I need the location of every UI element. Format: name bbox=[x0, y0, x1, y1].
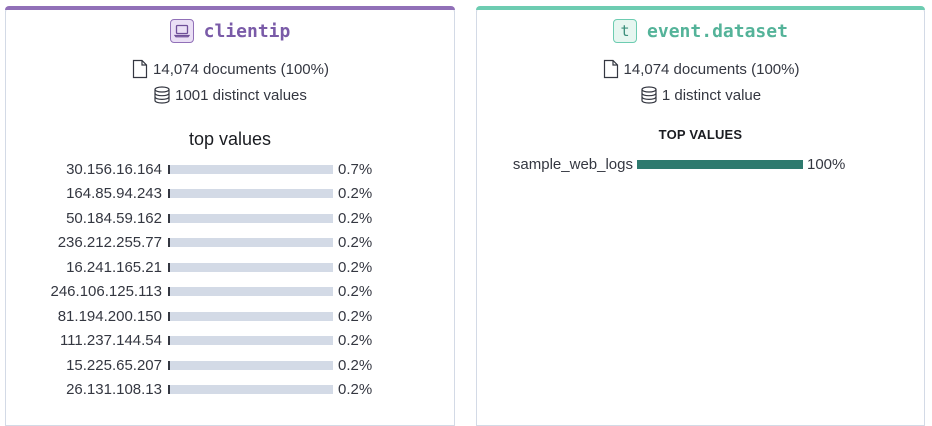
database-icon bbox=[641, 86, 657, 104]
top-value-percent: 0.7% bbox=[338, 160, 373, 178]
top-value-percent: 0.2% bbox=[338, 356, 373, 374]
documents-stat: 14,074 documents (100%) bbox=[6, 59, 454, 79]
top-value-row[interactable]: sample_web_logs 100% bbox=[477, 154, 924, 174]
top-value-bar bbox=[168, 213, 333, 223]
distinct-count: 1 distinct value bbox=[661, 86, 762, 104]
top-value-row[interactable]: 164.85.94.243 0.2% bbox=[6, 184, 454, 204]
top-value-label: 246.106.125.113 bbox=[50, 283, 163, 300]
top-value-label: 16.241.165.21 bbox=[66, 258, 162, 276]
top-value-percent: 0.2% bbox=[338, 307, 373, 325]
top-value-bar-fill bbox=[637, 159, 803, 169]
field-name: event.dataset bbox=[647, 20, 788, 42]
top-value-bar bbox=[168, 262, 333, 272]
top-value-row[interactable]: 50.184.59.162 0.2% bbox=[6, 208, 454, 228]
top-value-label: 50.184.59.162 bbox=[66, 209, 162, 227]
top-value-bar-fill bbox=[168, 262, 170, 272]
top-value-bar bbox=[168, 189, 333, 198]
top-value-label: 81.194.200.150 bbox=[57, 307, 162, 325]
top-value-bar-fill bbox=[168, 164, 170, 174]
documents-stat: 14,074 documents (100%) bbox=[477, 59, 924, 79]
top-value-percent: 0.2% bbox=[338, 234, 373, 251]
top-value-percent: 0.2% bbox=[338, 209, 373, 227]
top-value-bar-fill bbox=[168, 311, 170, 321]
top-value-bar-fill bbox=[168, 287, 170, 296]
documents-count: 14,074 documents (100%) bbox=[153, 60, 329, 78]
top-value-row[interactable]: 15.225.65.207 0.2% bbox=[6, 355, 454, 375]
top-value-label: 15.225.65.207 bbox=[66, 356, 162, 374]
top-value-percent: 0.2% bbox=[338, 185, 373, 202]
top-value-bar-fill bbox=[168, 189, 170, 198]
document-icon bbox=[603, 59, 618, 79]
card-accent-bar bbox=[5, 6, 455, 10]
top-value-label: sample_web_logs bbox=[512, 155, 633, 173]
top-value-label: 111.237.144.54 bbox=[59, 332, 162, 349]
top-value-percent: 0.2% bbox=[338, 283, 373, 300]
top-value-label: 30.156.16.164 bbox=[66, 160, 162, 178]
top-value-bar bbox=[168, 360, 333, 370]
text-type-icon: t bbox=[613, 19, 638, 43]
card-title-row: clientip bbox=[6, 19, 454, 43]
top-value-bar-fill bbox=[168, 360, 170, 370]
laptop-icon bbox=[169, 19, 194, 43]
distinct-count: 1001 distinct values bbox=[175, 86, 307, 104]
top-value-bar bbox=[168, 336, 333, 345]
field-card-event-dataset: t event.dataset 14,074 documents (100%) … bbox=[476, 6, 925, 426]
top-value-row[interactable]: 246.106.125.113 0.2% bbox=[6, 282, 454, 302]
top-value-bar bbox=[168, 164, 333, 174]
top-value-bar bbox=[168, 287, 333, 296]
documents-count: 14,074 documents (100%) bbox=[623, 60, 800, 78]
top-value-percent: 0.2% bbox=[338, 332, 373, 349]
card-title-row: t event.dataset bbox=[477, 19, 924, 43]
top-value-label: 164.85.94.243 bbox=[66, 185, 162, 202]
top-value-bar bbox=[637, 159, 803, 169]
top-value-row[interactable]: 81.194.200.150 0.2% bbox=[6, 306, 454, 326]
top-value-row[interactable]: 26.131.108.13 0.2% bbox=[6, 380, 454, 400]
top-values-heading: TOP VALUES bbox=[658, 127, 743, 142]
top-value-bar-fill bbox=[168, 238, 170, 247]
document-icon bbox=[132, 59, 148, 79]
top-value-bar bbox=[168, 385, 333, 394]
top-value-row[interactable]: 30.156.16.164 0.7% bbox=[6, 159, 454, 179]
top-value-label: 26.131.108.13 bbox=[66, 381, 162, 398]
top-value-bar bbox=[168, 238, 333, 247]
database-icon bbox=[154, 86, 170, 104]
top-value-row[interactable]: 16.241.165.21 0.2% bbox=[6, 257, 454, 277]
distinct-stat: 1 distinct value bbox=[477, 86, 924, 104]
top-value-row[interactable]: 111.237.144.54 0.2% bbox=[6, 331, 454, 351]
top-value-label: 236.212.255.77 bbox=[57, 234, 162, 251]
top-value-percent: 0.2% bbox=[338, 258, 373, 276]
top-value-percent: 0.2% bbox=[338, 381, 373, 398]
top-value-bar-fill bbox=[168, 385, 170, 394]
top-values-heading: top values bbox=[188, 129, 272, 149]
field-name: clientip bbox=[203, 20, 291, 42]
distinct-stat: 1001 distinct values bbox=[6, 86, 454, 104]
top-value-row[interactable]: 236.212.255.77 0.2% bbox=[6, 233, 454, 253]
top-value-bar-fill bbox=[168, 336, 170, 345]
top-value-percent: 100% bbox=[807, 155, 846, 173]
card-accent-bar bbox=[476, 6, 925, 10]
top-value-bar-fill bbox=[168, 213, 170, 223]
field-card-clientip: clientip 14,074 documents (100%) 1001 di… bbox=[5, 6, 455, 426]
top-value-bar bbox=[168, 311, 333, 321]
